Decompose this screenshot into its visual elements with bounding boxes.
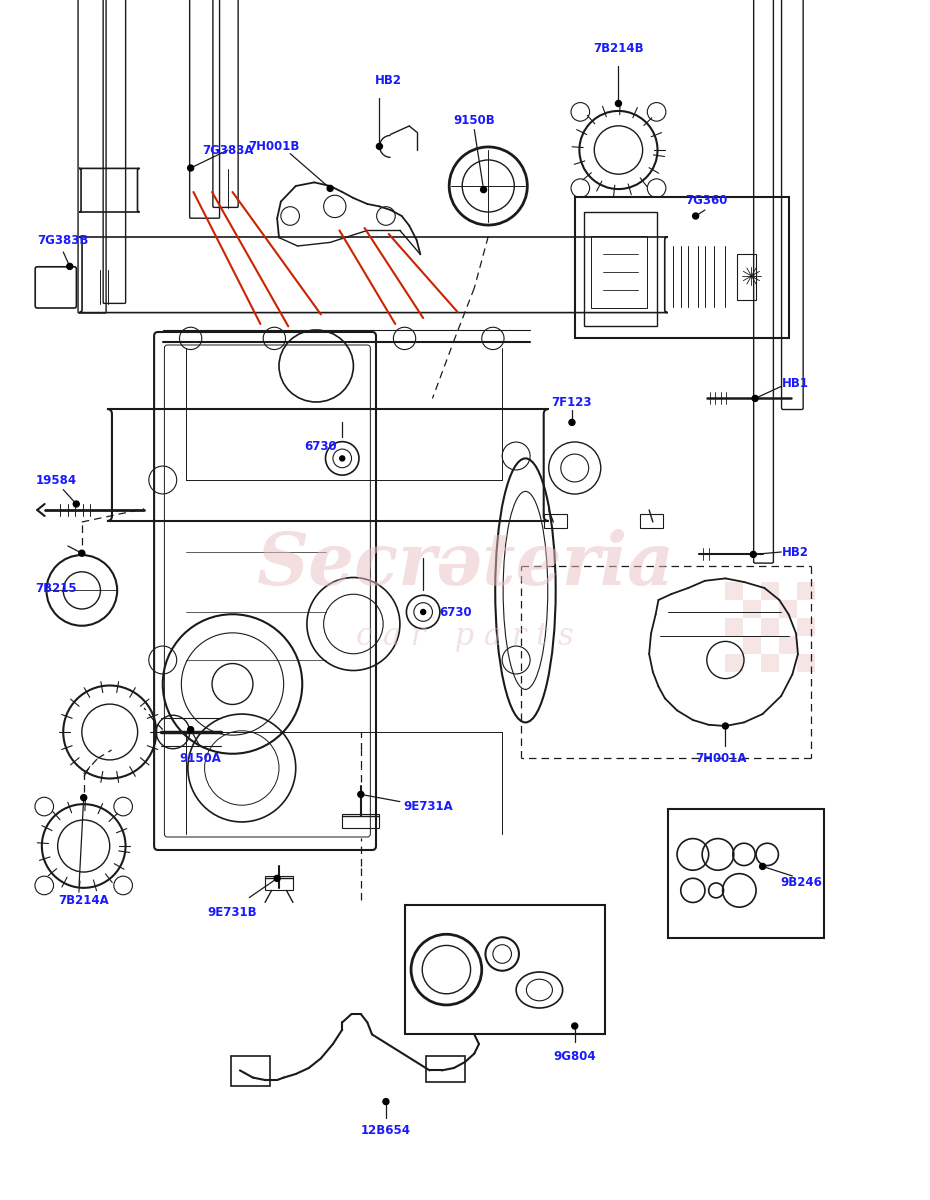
Text: 9E731A: 9E731A: [403, 800, 453, 812]
Bar: [797, 654, 816, 672]
Text: 7B215: 7B215: [35, 582, 76, 594]
Bar: [743, 600, 762, 618]
Text: Secrəteria: Secrəteria: [256, 528, 674, 600]
Text: 19584: 19584: [35, 474, 76, 486]
Text: 7B214B: 7B214B: [593, 42, 644, 54]
Circle shape: [693, 214, 698, 218]
Text: 7H001A: 7H001A: [695, 752, 747, 764]
Text: 7G360: 7G360: [685, 194, 728, 206]
Text: HB2: HB2: [375, 74, 403, 86]
Bar: [725, 654, 743, 672]
Bar: [737, 254, 756, 300]
Bar: [762, 654, 779, 672]
Bar: [743, 618, 762, 636]
Text: c a r   p a r t s: c a r p a r t s: [356, 620, 574, 652]
Bar: [797, 636, 816, 654]
Bar: [779, 582, 797, 600]
Bar: [725, 636, 743, 654]
Circle shape: [81, 794, 86, 800]
Circle shape: [188, 726, 193, 732]
Bar: [762, 582, 779, 600]
Text: 9B246: 9B246: [780, 876, 823, 888]
Text: 9150B: 9150B: [454, 114, 495, 126]
Circle shape: [377, 144, 382, 150]
Text: HB2: HB2: [781, 546, 809, 558]
Text: 9E731B: 9E731B: [207, 906, 258, 918]
Bar: [591, 236, 647, 308]
Bar: [762, 618, 779, 636]
Bar: [762, 600, 779, 618]
Circle shape: [274, 876, 280, 881]
Text: 9G804: 9G804: [553, 1050, 596, 1062]
Bar: [584, 212, 657, 326]
Circle shape: [760, 864, 765, 869]
Bar: [231, 1056, 270, 1086]
Bar: [743, 582, 762, 600]
Circle shape: [752, 395, 758, 401]
Circle shape: [383, 1099, 389, 1104]
Bar: [405, 905, 604, 1034]
Text: 7H001B: 7H001B: [248, 140, 300, 152]
Circle shape: [751, 551, 756, 557]
Circle shape: [358, 792, 364, 797]
Circle shape: [481, 186, 486, 192]
Circle shape: [572, 1022, 578, 1028]
Text: 7B214A: 7B214A: [59, 894, 109, 906]
Circle shape: [188, 164, 193, 170]
Bar: [743, 654, 762, 672]
Circle shape: [723, 722, 728, 728]
Circle shape: [79, 550, 85, 556]
Bar: [426, 1056, 465, 1082]
Text: 7G383A: 7G383A: [202, 144, 254, 156]
Text: 12B654: 12B654: [361, 1124, 411, 1136]
Text: 7F123: 7F123: [551, 396, 592, 408]
Bar: [725, 582, 743, 600]
Text: HB1: HB1: [781, 378, 809, 390]
Bar: [779, 654, 797, 672]
Bar: [779, 618, 797, 636]
Circle shape: [73, 502, 79, 506]
Bar: [743, 636, 762, 654]
Bar: [762, 636, 779, 654]
Bar: [797, 582, 816, 600]
Bar: [797, 600, 816, 618]
Text: 6730: 6730: [304, 440, 338, 452]
Circle shape: [616, 101, 621, 107]
Bar: [725, 600, 743, 618]
Circle shape: [339, 456, 345, 461]
Bar: [668, 809, 824, 938]
Bar: [797, 618, 816, 636]
Bar: [575, 197, 789, 338]
Bar: [544, 514, 567, 528]
Circle shape: [569, 419, 575, 425]
Bar: [342, 814, 379, 828]
Circle shape: [327, 185, 333, 191]
Circle shape: [420, 610, 426, 614]
Bar: [265, 876, 293, 890]
Text: 9150A: 9150A: [179, 752, 221, 764]
Bar: [725, 618, 743, 636]
Circle shape: [67, 263, 73, 269]
Text: 7G383B: 7G383B: [37, 234, 89, 246]
Bar: [779, 600, 797, 618]
Text: 6730: 6730: [439, 606, 472, 618]
Bar: [640, 514, 663, 528]
Bar: [779, 636, 797, 654]
